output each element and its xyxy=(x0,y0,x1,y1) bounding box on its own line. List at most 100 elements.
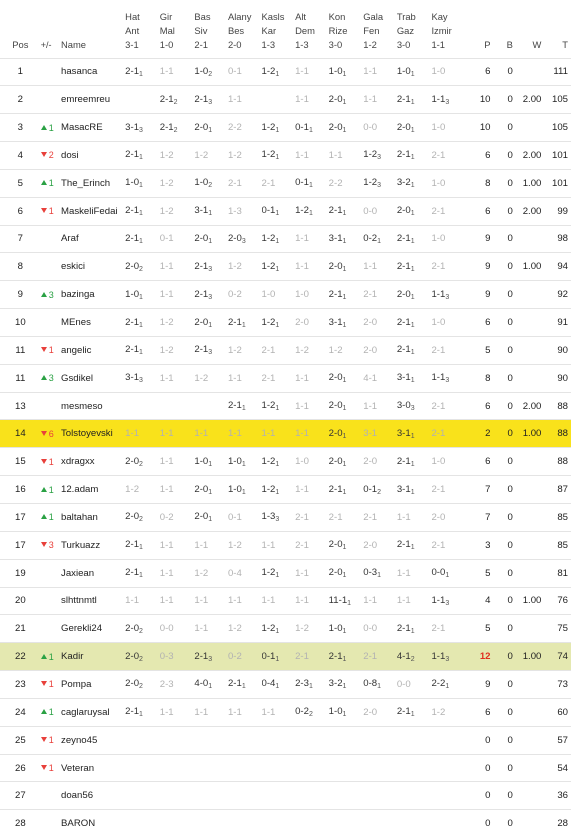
header-bonus[interactable]: B xyxy=(506,38,513,50)
row-position: 19 xyxy=(15,567,26,579)
player-name[interactable]: Veteran xyxy=(61,762,95,774)
player-name[interactable]: doan56 xyxy=(61,790,94,802)
table-row[interactable]: 3 1 MasacRE 3-13 2-12 2-01 2-2 1-21 0-11 2-01 0-0 2… xyxy=(0,113,571,142)
player-name[interactable]: slhttnmtl xyxy=(61,595,97,607)
player-name[interactable]: caglaruysal xyxy=(61,706,110,718)
prediction-points: 1 xyxy=(139,182,143,190)
table-row[interactable]: 13 mesmeso 2-11 1-21 1-1 2-01 1-1 3-03 2-1 6 0 2.00… xyxy=(0,392,571,420)
player-name[interactable]: The_Erinch xyxy=(61,177,111,189)
rank-change-value: 3 xyxy=(48,289,54,300)
triangle-up-icon xyxy=(40,375,47,381)
table-row[interactable]: 11 1 angelic 2-11 1-2 2-13 1-2 2-1 1-2 1-2 2-0 2-11… xyxy=(0,336,571,364)
prediction-score: 2-13 xyxy=(194,289,212,301)
player-name[interactable]: Pompa xyxy=(61,678,92,690)
table-row[interactable]: 5 1 The_Erinch 1-01 1-2 1-02 2-1 2-1 0-11 2-2 1-23… xyxy=(0,169,571,197)
player-name[interactable]: BARON xyxy=(61,818,96,830)
table-row[interactable]: 17 3 Turkuazz 2-11 1-1 1-1 1-2 1-1 2-1 2-01 2-0 2-1… xyxy=(0,531,571,559)
prediction-points: 1 xyxy=(342,237,347,245)
prediction-score-text: 1-1 xyxy=(125,428,140,440)
prediction-points: 1 xyxy=(410,265,415,273)
prediction-cell: 3-11 xyxy=(397,476,432,504)
player-name[interactable]: zeyno45 xyxy=(61,734,98,746)
prediction-points: 2 xyxy=(208,70,213,78)
player-name[interactable]: bazinga xyxy=(61,289,95,301)
header-wins[interactable]: W xyxy=(532,38,542,50)
table-row[interactable]: 9 3 bazinga 1-01 1-1 2-13 0-2 1-0 1-0 2-11 2-1 2-01… xyxy=(0,280,571,309)
table-row[interactable]: 25 1 zeyno45 0 0 57 xyxy=(0,726,571,754)
player-name[interactable]: baltahan xyxy=(61,511,98,523)
table-row[interactable]: 26 1 Veteran 0 0 54 xyxy=(0,754,571,782)
prediction-cell: 2-11 xyxy=(397,86,432,114)
table-row[interactable]: 23 1 Pompa 2-02 2-3 4-01 2-11 0-41 2-31 3-21 0-81 0… xyxy=(0,670,571,699)
prediction-score-text: 1-3 xyxy=(227,205,242,217)
player-name[interactable]: angelic xyxy=(61,344,92,356)
table-row[interactable]: 7 Araf 2-11 0-1 2-01 2-03 1-21 1-1 3-11 0-21 2-11 1… xyxy=(0,225,571,253)
table-row[interactable]: 1 hasanca 2-11 1-1 1-02 0-1 1-21 1-1 1-01 1-1 1-01… xyxy=(0,58,571,86)
table-row[interactable]: 4 2 dosi 2-11 1-2 1-2 1-2 1-21 1-1 1-1 1-23 2-11 2-1… xyxy=(0,141,571,170)
header-name[interactable]: Name xyxy=(61,38,87,50)
row-position: 9 xyxy=(17,289,24,301)
prediction-points: 1 xyxy=(342,405,347,413)
table-row[interactable]: 14 6 Tolstoyevski 1-1 1-1 1-1 1-1 1-1 1-1 2-01 3-1… xyxy=(0,419,571,448)
prediction-points: 1 xyxy=(410,544,415,552)
player-name[interactable]: Araf xyxy=(61,233,79,245)
header-change[interactable]: +/- xyxy=(40,39,52,50)
table-row[interactable]: 28 BARON 0 0 28 xyxy=(0,809,571,838)
header-match-line: Bas xyxy=(194,10,211,22)
table-row[interactable]: 11 3 Gsdikel 3-13 1-1 1-2 1-1 2-1 1-1 2-01 4-1 3-11… xyxy=(0,364,571,392)
prediction-points: 3 xyxy=(208,655,213,663)
table-row[interactable]: 24 1 caglaruysal 2-11 1-1 1-1 1-1 1-1 0-22 1-01 2-… xyxy=(0,698,571,726)
header-points[interactable]: P xyxy=(484,38,491,50)
table-row[interactable]: 27 doan56 0 0 36 xyxy=(0,781,571,810)
player-name[interactable]: MaskeliFedai xyxy=(61,205,118,217)
triangle-up-icon xyxy=(40,180,47,186)
header-pos[interactable]: Pos xyxy=(12,38,29,50)
prediction-score-text: 1-0 xyxy=(261,289,276,301)
wins-value xyxy=(516,309,544,337)
table-row[interactable]: 20 slhttnmtl 1-1 1-1 1-1 1-1 1-1 1-1 11-11 1-1 1-1… xyxy=(0,587,571,615)
table-row[interactable]: 15 1 xdragxx 2-02 1-1 1-01 1-01 1-21 1-0 2-01 2-0 2… xyxy=(0,447,571,476)
table-row[interactable]: 22 1 Kadir 2-02 0-3 2-13 0-2 0-11 2-1 2-11 2-1 4-12… xyxy=(0,642,571,671)
player-name[interactable]: emreemreu xyxy=(61,94,111,106)
prediction-cell xyxy=(160,754,195,782)
player-name[interactable]: MEnes xyxy=(61,317,91,329)
table-row[interactable]: 8 eskici 2-02 1-1 2-13 1-2 1-21 1-1 2-01 1-1 2-11 2… xyxy=(0,252,571,281)
player-name[interactable]: MasacRE xyxy=(61,122,103,134)
player-name[interactable]: hasanca xyxy=(61,66,98,78)
table-row[interactable]: 17 1 baltahan 2-02 0-2 2-01 0-1 1-33 2-1 2-1 2-1 1-… xyxy=(0,503,571,532)
prediction-score: 2-13 xyxy=(194,344,212,356)
player-name[interactable]: Turkuazz xyxy=(61,539,101,551)
player-name[interactable]: Tolstoyevski xyxy=(61,428,113,440)
player-name[interactable]: Jaxiean xyxy=(61,567,95,579)
points-value: 0 xyxy=(485,818,491,830)
player-name[interactable]: Gerekli24 xyxy=(61,623,103,635)
prediction-score-text: 2-1 xyxy=(363,651,378,663)
points-value: 10 xyxy=(479,122,491,134)
row-rank-change: 1 xyxy=(40,671,59,699)
table-row[interactable]: 16 1 12.adam 1-2 1-1 2-01 1-01 1-21 1-1 2-11 0-12 3… xyxy=(0,475,571,504)
bonus-value: 0 xyxy=(507,456,513,468)
table-row[interactable]: 10 MEnes 2-11 1-2 2-01 2-11 1-21 2-0 3-11 2-0 2-11… xyxy=(0,308,571,337)
player-name[interactable]: Gsdikel xyxy=(61,372,94,384)
prediction-score: 2-1 xyxy=(431,206,445,217)
table-row[interactable]: 6 1 MaskeliFedai 2-11 1-2 3-11 1-3 0-11 1-21 2-11… xyxy=(0,197,571,225)
prediction-cell: 3-11 xyxy=(329,309,364,337)
player-name[interactable]: mesmeso xyxy=(61,400,103,412)
header-total[interactable]: T xyxy=(562,38,568,50)
prediction-cell: 2-1 xyxy=(363,504,397,532)
player-name[interactable]: eskici xyxy=(61,261,86,273)
player-name[interactable]: 12.adam xyxy=(61,484,99,496)
prediction-cell: 1-1 xyxy=(228,364,262,392)
player-name[interactable]: dosi xyxy=(61,149,79,161)
header-match-line: Kar xyxy=(261,24,277,36)
table-row[interactable]: 2 emreemreu 2-12 2-13 1-1 1-1 2-01 1-1 2-11 1-13 1… xyxy=(0,85,571,114)
table-row[interactable]: 19 Jaxiean 2-11 1-1 1-2 0-4 1-21 1-1 2-01 0-31 1-1… xyxy=(0,559,571,587)
prediction-score: 2-1 xyxy=(431,428,445,439)
prediction-score-text: 1-1 xyxy=(159,66,174,78)
player-name[interactable]: Kadir xyxy=(61,651,84,663)
player-name[interactable]: xdragxx xyxy=(61,456,95,468)
table-row[interactable]: 21 Gerekli24 2-02 0-0 1-1 1-2 1-21 1-2 1-01 0-0 2-… xyxy=(0,614,571,643)
prediction-cell: 1-1 xyxy=(160,698,195,726)
prediction-score-text: 2-0 xyxy=(125,650,140,662)
prediction-points: 1 xyxy=(377,237,382,245)
